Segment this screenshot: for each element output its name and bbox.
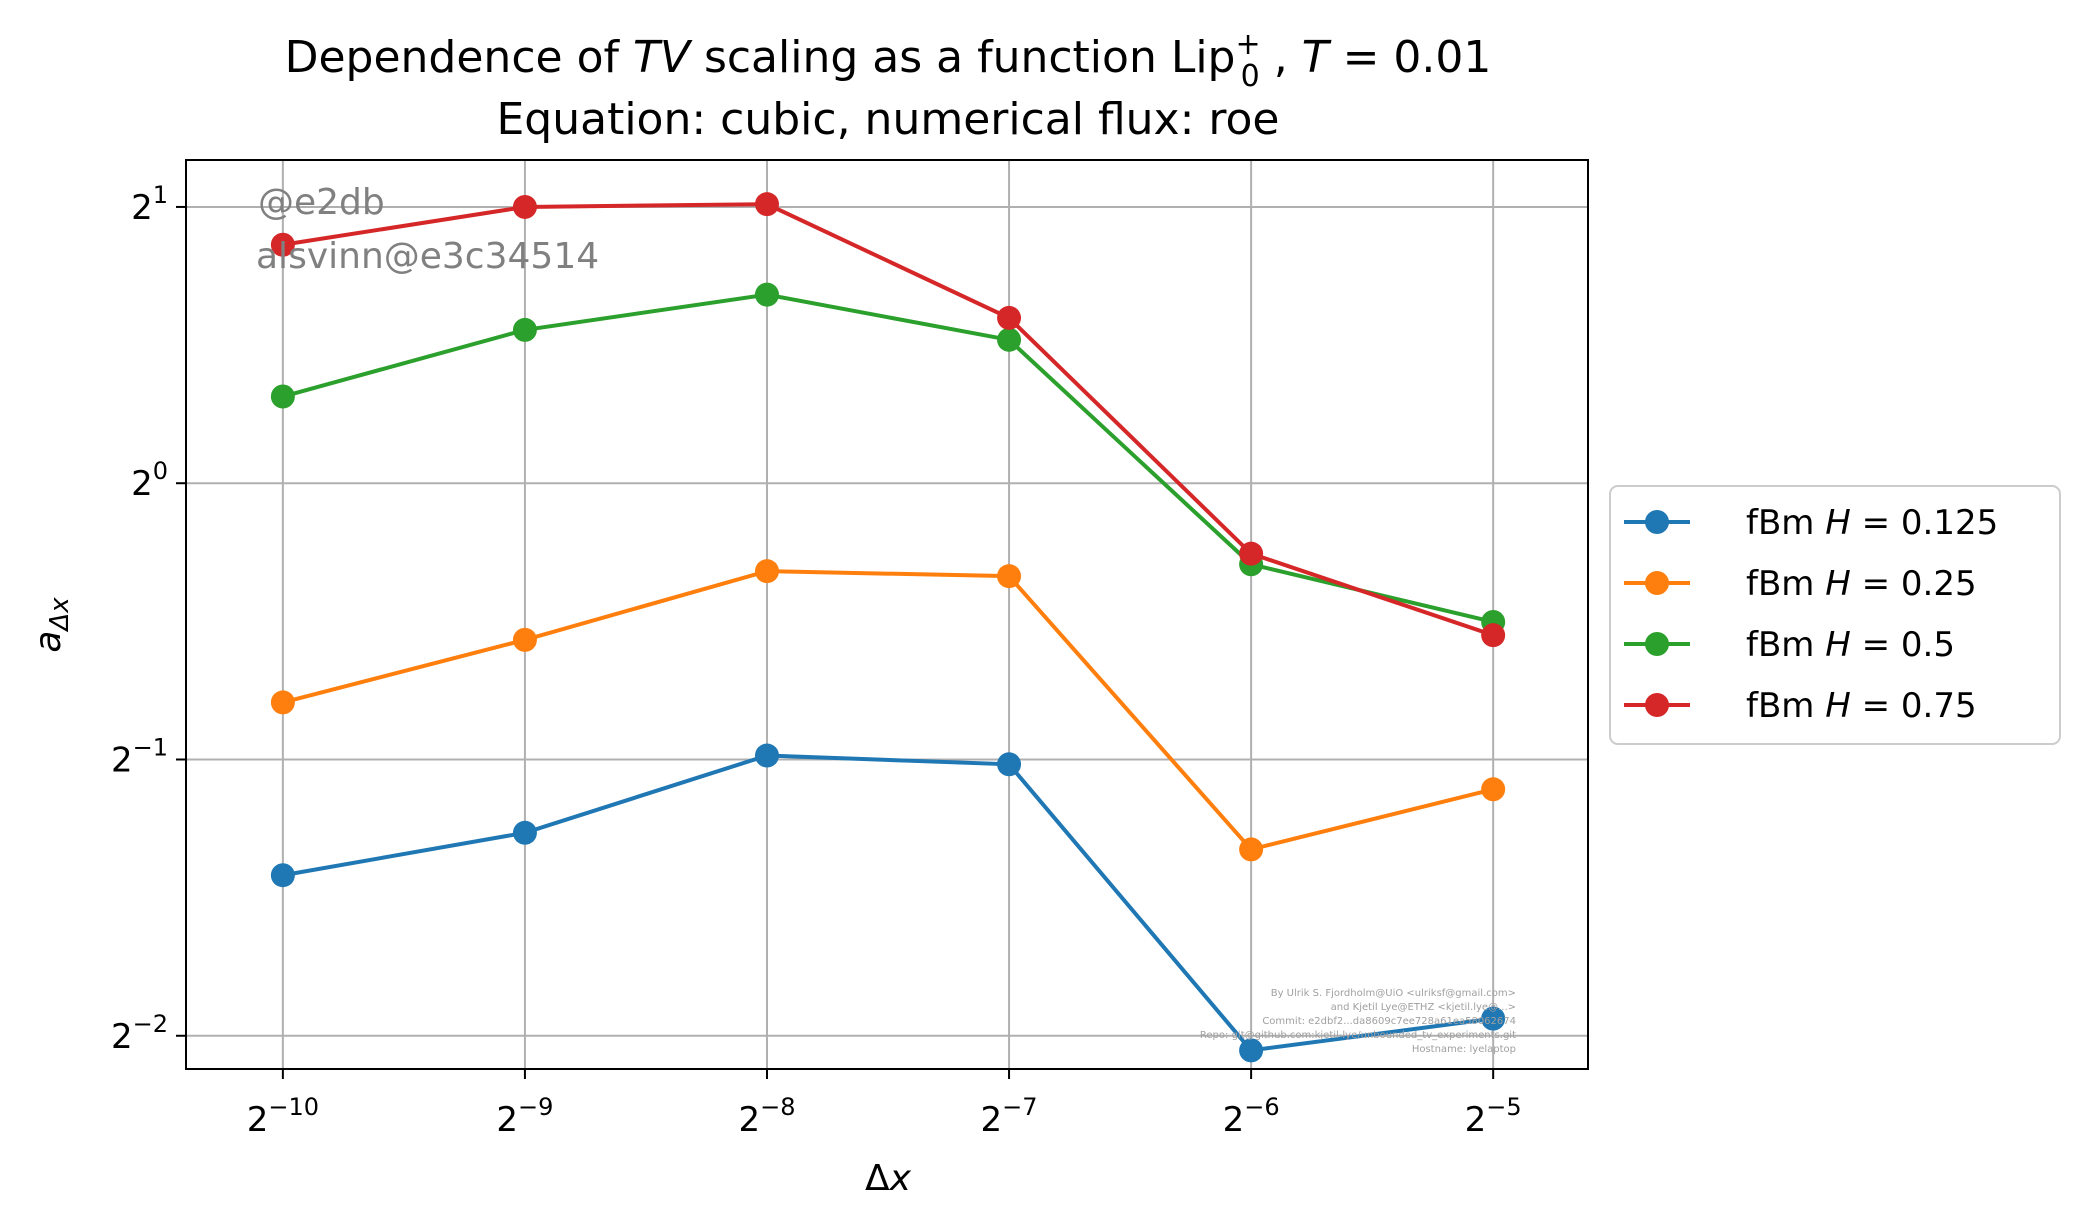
y-tick-label-3: 2−2 bbox=[111, 1010, 168, 1057]
legend-label-3: fBm H = 0.75 bbox=[1746, 686, 1977, 726]
credit-line-4: Hostname: lyelaptop bbox=[1412, 1044, 1516, 1055]
chart-subtitle: Equation: cubic, numerical flux: roe bbox=[496, 94, 1279, 145]
x-tick-label-2: 2−8 bbox=[738, 1093, 795, 1140]
series-2-point-0 bbox=[270, 384, 295, 409]
series-0-point-4 bbox=[1239, 1038, 1264, 1063]
series-0-line bbox=[282, 753, 1494, 1053]
y-axis-label: aΔx bbox=[28, 597, 75, 653]
series-3-point-2 bbox=[754, 192, 779, 217]
y-tick-label-1: 20 bbox=[131, 457, 168, 504]
credit-line-3: Repo: git@github.com:kjetil-lye/unbounde… bbox=[1200, 1030, 1516, 1041]
axes-frame bbox=[185, 159, 1589, 1070]
y-tick-label-2: 2−1 bbox=[111, 733, 168, 780]
series-3-line bbox=[282, 202, 1494, 638]
series-1-point-5 bbox=[1481, 777, 1506, 802]
x-tick-label-3: 2−7 bbox=[981, 1093, 1038, 1140]
series-1-point-1 bbox=[512, 627, 537, 652]
x-axis-label: Δx bbox=[865, 1158, 912, 1199]
series-3-point-0 bbox=[270, 232, 295, 257]
watermark-build: alsvinn@e3c34514 bbox=[256, 236, 599, 277]
series-1-point-4 bbox=[1239, 837, 1264, 862]
series-0-point-0 bbox=[270, 863, 295, 888]
series-1 bbox=[270, 559, 1506, 862]
legend-marker-3 bbox=[1645, 693, 1669, 717]
x-axis-ticks: 2−10 2−9 2−8 2−7 2−6 2−5 bbox=[247, 1069, 1522, 1140]
legend-marker-2 bbox=[1645, 632, 1669, 656]
y-axis-ticks: 21 20 2−1 2−2 bbox=[111, 181, 186, 1057]
series-1-point-0 bbox=[270, 690, 295, 715]
legend-frame bbox=[1609, 485, 2061, 745]
series-0-point-3 bbox=[997, 752, 1022, 777]
series-0 bbox=[270, 743, 1506, 1063]
x-tick-label-0: 2−10 bbox=[247, 1093, 319, 1140]
legend-marker-0 bbox=[1645, 510, 1669, 534]
series-2-point-2 bbox=[754, 282, 779, 307]
watermark-credits: By Ulrik S. Fjordholm@UiO <ulriksf@gmail… bbox=[1200, 988, 1516, 1055]
series-2-line bbox=[282, 292, 1494, 624]
series-2 bbox=[270, 282, 1506, 634]
series-0-point-2 bbox=[754, 743, 779, 768]
credit-line-1: and Kjetil Lye@ETHZ <kjetil.lye@...> bbox=[1331, 1002, 1516, 1013]
series-1-point-3 bbox=[997, 564, 1022, 589]
series-2-point-1 bbox=[512, 317, 537, 342]
series-0-point-5 bbox=[1481, 1006, 1506, 1031]
credit-line-2: Commit: e2dbf2...da8609c7ee728a61ea58062… bbox=[1262, 1016, 1516, 1027]
credit-line-0: By Ulrik S. Fjordholm@UiO <ulriksf@gmail… bbox=[1271, 988, 1516, 999]
series-2-point-3 bbox=[997, 327, 1022, 352]
grid bbox=[186, 160, 1588, 1069]
series-0-point-1 bbox=[512, 820, 537, 845]
series-3 bbox=[270, 192, 1506, 648]
plot-area bbox=[185, 159, 1589, 1070]
series-3-point-3 bbox=[997, 305, 1022, 330]
x-tick-label-5: 2−5 bbox=[1465, 1093, 1522, 1140]
legend: fBm H = 0.125 fBm H = 0.25 fBm H = 0.5 fBm … bbox=[1609, 485, 2061, 745]
legend-items: fBm H = 0.125 fBm H = 0.25 fBm H = 0.5 fBm … bbox=[1624, 503, 1998, 726]
legend-label-0: fBm H = 0.125 bbox=[1746, 503, 1998, 543]
legend-label-1: fBm H = 0.25 bbox=[1746, 564, 1977, 604]
series-3-point-5 bbox=[1481, 623, 1506, 648]
series-3-point-4 bbox=[1239, 541, 1264, 566]
chart-title: Dependence of TV scaling as a function L… bbox=[285, 27, 1492, 94]
series-layer bbox=[270, 192, 1506, 1063]
series-1-point-2 bbox=[754, 559, 779, 584]
legend-label-2: fBm H = 0.5 bbox=[1746, 625, 1955, 665]
x-tick-label-4: 2−6 bbox=[1223, 1093, 1280, 1140]
series-3-point-1 bbox=[512, 194, 537, 219]
x-tick-label-1: 2−9 bbox=[496, 1093, 553, 1140]
watermark-db: @e2db bbox=[258, 182, 385, 223]
legend-marker-1 bbox=[1645, 571, 1669, 595]
y-tick-label-0: 21 bbox=[131, 181, 168, 228]
series-1-line bbox=[282, 569, 1494, 852]
